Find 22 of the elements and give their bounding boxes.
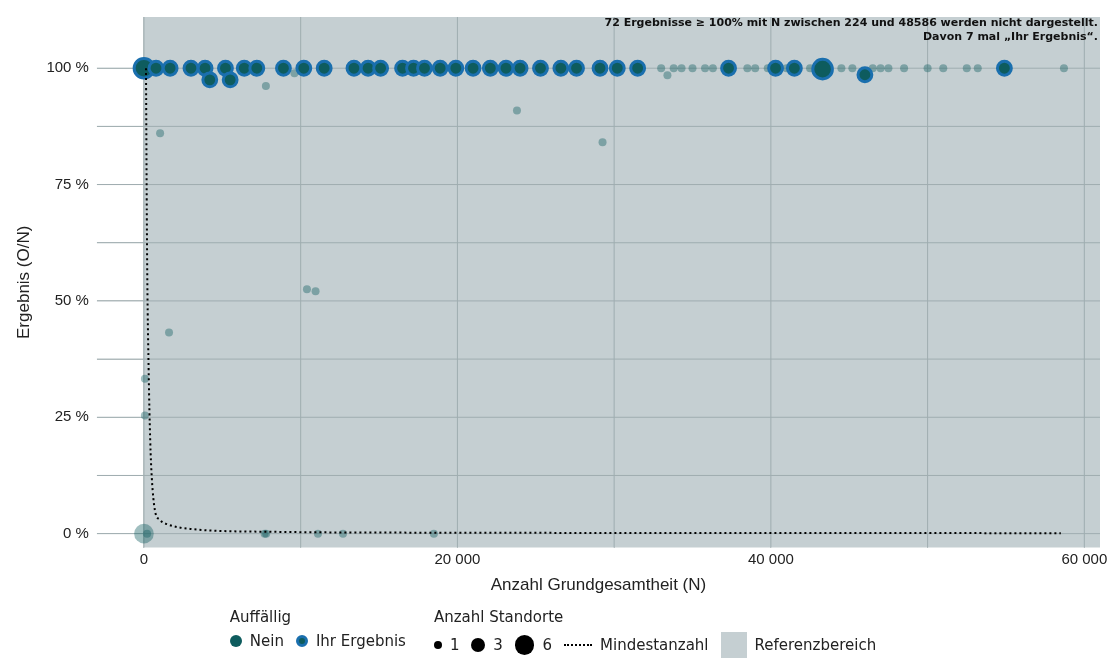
legend-label: 1	[449, 636, 460, 654]
legend-label: 6	[542, 636, 553, 654]
legend-label: Mindestanzahl	[600, 636, 709, 654]
x-axis-title: Anzahl Grundgesamtheit (N)	[490, 575, 707, 595]
legend-label: Ihr Ergebnis	[315, 632, 406, 650]
x-tick-label: 60 000	[1061, 549, 1108, 567]
legend-label: 3	[493, 636, 503, 654]
legend-title: Auffällig	[229, 608, 293, 626]
text: Anzahl Standorte	[433, 608, 565, 626]
x-tick-label: 40 000	[747, 549, 794, 567]
legend-label: Nein	[249, 632, 284, 650]
x-tick-label: 0	[139, 549, 149, 567]
y-tick-label: 75 %	[54, 174, 89, 192]
y-tick-label: 100 %	[46, 58, 89, 76]
y-tick-label: 25 %	[54, 407, 89, 425]
y-tick-label: 50 %	[54, 291, 89, 309]
legend-label: Referenzbereich	[754, 636, 877, 654]
annotation: Davon 7 mal „Ihr Ergebnis“.	[922, 30, 1098, 44]
y-axis-title: Ergebnis (O/N)	[13, 225, 33, 339]
y-tick-label: 0 %	[63, 523, 89, 541]
annotation: 72 Ergebnisse ≥ 100% mit N zwischen 224 und 48586 werden nicht dargestellt.	[604, 16, 1098, 30]
x-tick-label: 20 000	[434, 549, 481, 567]
